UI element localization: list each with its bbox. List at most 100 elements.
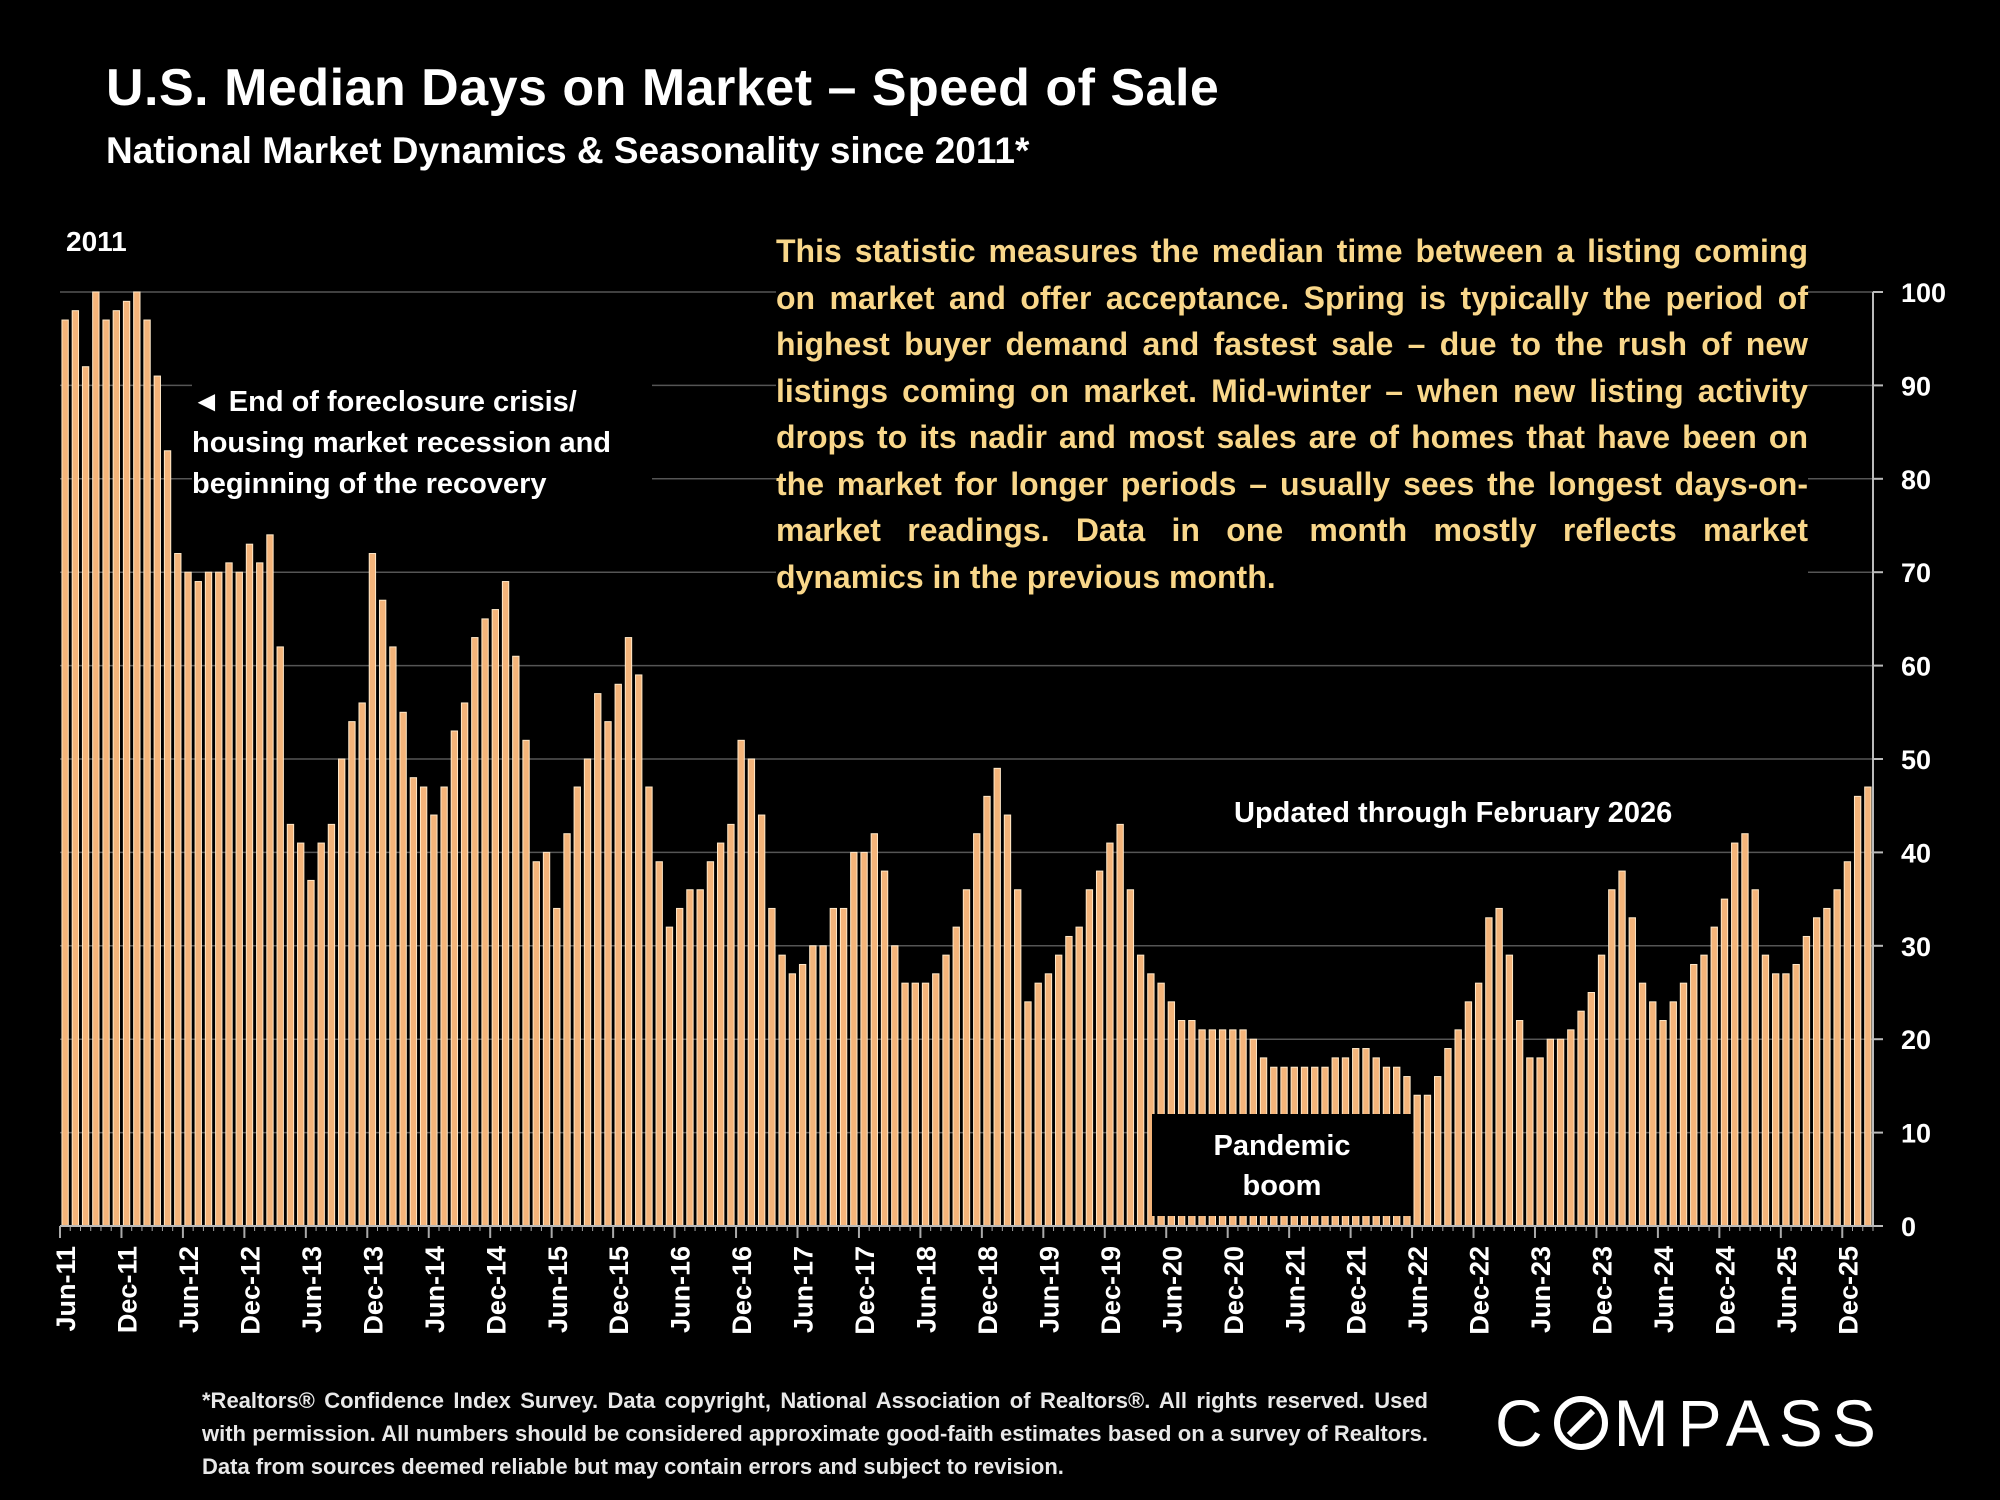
x-tick-label: Dec-14: [481, 1246, 511, 1335]
bar: [471, 637, 479, 1227]
bar: [215, 571, 223, 1227]
bar: [635, 674, 643, 1227]
bar: [204, 571, 213, 1227]
x-tick-label: Jun-24: [1649, 1246, 1679, 1333]
bar: [614, 683, 622, 1227]
bar: [983, 795, 991, 1227]
bar: [686, 889, 694, 1227]
source-footnote: *Realtors® Confidence Index Survey. Data…: [202, 1388, 1428, 1479]
bar: [1628, 917, 1636, 1227]
bar: [1587, 992, 1595, 1227]
bar: [122, 300, 131, 1227]
bar: [1802, 935, 1811, 1227]
bar: [809, 945, 817, 1227]
x-tick-label: Jun-21: [1280, 1246, 1310, 1333]
x-tick-label: Dec-12: [236, 1246, 266, 1335]
bar: [1495, 907, 1503, 1227]
bar: [798, 963, 807, 1227]
x-tick-label: Jun-15: [543, 1246, 573, 1333]
y-tick-label: 90: [1901, 371, 1931, 401]
bar: [327, 823, 336, 1227]
bar: [563, 833, 571, 1227]
bar: [1106, 842, 1114, 1227]
bar: [225, 562, 233, 1227]
bar: [1567, 1029, 1575, 1227]
bar: [532, 861, 540, 1227]
y-tick-label: 30: [1901, 932, 1931, 962]
bar: [307, 879, 315, 1227]
bar: [870, 833, 878, 1227]
x-tick-label: Dec-23: [1588, 1246, 1618, 1335]
y-tick-label: 50: [1901, 745, 1931, 775]
bar: [1812, 917, 1821, 1227]
bar: [993, 767, 1001, 1227]
bar: [1782, 973, 1790, 1227]
x-tick-label: Dec-11: [113, 1246, 143, 1333]
bar: [727, 823, 735, 1227]
x-tick-label: Dec-15: [604, 1246, 634, 1335]
x-tick-label: Jun-12: [174, 1246, 204, 1333]
bar: [286, 823, 295, 1227]
bar: [399, 711, 407, 1227]
x-tick-label: Jun-14: [420, 1246, 450, 1333]
chart-title: U.S. Median Days on Market – Speed of Sa…: [106, 59, 1220, 117]
bar: [1751, 889, 1759, 1227]
bar: [256, 562, 264, 1227]
bar: [706, 861, 715, 1227]
bar: [1679, 982, 1688, 1227]
bar: [389, 646, 397, 1227]
x-tick-label: Dec-20: [1219, 1246, 1249, 1335]
description-text: This statistic measures the median time …: [776, 228, 1808, 600]
bar: [1454, 1029, 1462, 1227]
bar: [440, 786, 448, 1227]
bar: [143, 319, 151, 1227]
bar: [61, 319, 69, 1227]
bar: [1638, 982, 1647, 1227]
bar: [245, 543, 254, 1227]
bar: [778, 954, 786, 1227]
bar: [952, 926, 960, 1227]
x-tick-label: Jun-19: [1034, 1246, 1064, 1333]
bar: [174, 553, 182, 1227]
bar: [71, 310, 80, 1227]
x-tick-label: Jun-11: [51, 1246, 81, 1332]
bar: [1085, 889, 1094, 1227]
bar: [501, 581, 510, 1227]
bar: [1095, 870, 1104, 1227]
bar: [1720, 898, 1729, 1227]
x-tick-label: Jun-18: [912, 1246, 942, 1333]
bar: [737, 739, 745, 1227]
bar: [194, 581, 202, 1227]
bar: [1792, 963, 1800, 1227]
bar: [1669, 1001, 1677, 1227]
bar: [266, 534, 274, 1227]
pandemic-label-line2: boom: [1242, 1170, 1322, 1202]
bar: [880, 870, 889, 1227]
bar: [368, 553, 377, 1227]
y-tick-label: 10: [1901, 1119, 1931, 1149]
bar: [133, 291, 141, 1227]
bar: [1505, 954, 1514, 1227]
bar: [81, 366, 90, 1227]
bar: [573, 786, 581, 1227]
bar: [1423, 1094, 1432, 1227]
bar: [1772, 973, 1780, 1227]
bar: [665, 926, 674, 1227]
bar: [1526, 1057, 1534, 1227]
bar: [860, 851, 868, 1227]
y-tick-label: 100: [1901, 278, 1946, 308]
bar: [409, 777, 418, 1227]
bar: [1618, 870, 1626, 1227]
bar: [583, 758, 592, 1227]
bar: [1853, 795, 1862, 1227]
bar: [1864, 786, 1872, 1227]
bar: [1034, 982, 1042, 1227]
x-tick-label: Jun-13: [297, 1246, 327, 1333]
bar: [829, 907, 838, 1227]
bar: [450, 730, 459, 1227]
bar: [1843, 861, 1852, 1227]
bar: [1690, 963, 1698, 1227]
bar: [901, 982, 909, 1227]
bar: [163, 450, 172, 1227]
